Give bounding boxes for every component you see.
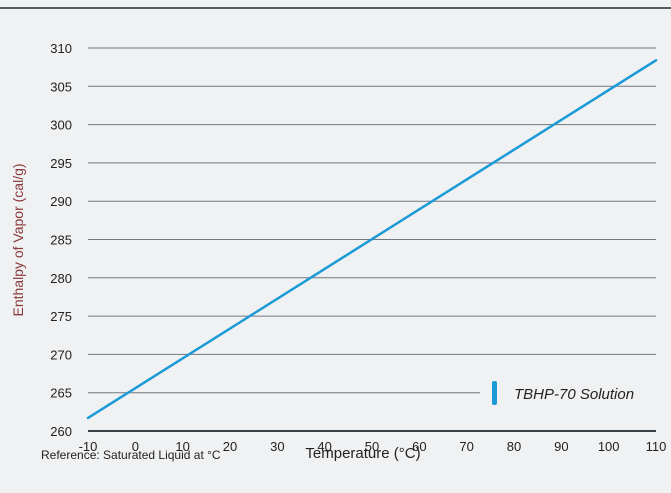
y-axis: 260 265 270 275 280 285 290 295 300 305 310 [50,41,72,439]
x-tick-label: 20 [223,439,237,454]
y-tick-label: 295 [50,156,72,171]
y-tick-label: 310 [50,41,72,56]
x-tick-label: 100 [598,439,620,454]
x-tick-label: 70 [459,439,473,454]
x-tick-label: 30 [270,439,284,454]
y-tick-label: 270 [50,347,72,362]
y-tick-label: 300 [50,118,72,133]
y-tick-label: 265 [50,386,72,401]
x-axis: -10 0 10 20 30 40 50 60 70 80 90 100 110 [79,439,667,454]
y-tick-label: 280 [50,271,72,286]
y-axis-title: Enthalpy of Vapor (cal/g) [10,163,26,316]
legend: TBHP-70 Solution [480,378,658,408]
x-tick-label: 10 [175,439,189,454]
y-tick-label: 305 [50,79,72,94]
y-tick-label: 275 [50,309,72,324]
reference-note: Reference: Saturated Liquid at °C [41,448,221,462]
x-tick-label: 40 [317,439,331,454]
legend-background [480,378,658,408]
series-lines [86,59,658,420]
x-tick-label: 90 [554,439,568,454]
x-tick-label: -10 [79,439,98,454]
y-tick-label: 290 [50,194,72,209]
y-tick-label: 260 [50,424,72,439]
y-tick-label: 285 [50,233,72,248]
series-line-tbhp-70 [86,59,658,420]
top-rule [0,7,671,9]
x-tick-label: 0 [132,439,139,454]
x-tick-label: 80 [507,439,521,454]
legend-swatch [492,381,497,405]
x-tick-label: 50 [365,439,379,454]
x-tick-label: 110 [646,439,667,454]
x-axis-title: Temperature (°C) [305,445,420,462]
x-tick-label: 60 [412,439,426,454]
legend-label: TBHP-70 Solution [514,386,634,403]
